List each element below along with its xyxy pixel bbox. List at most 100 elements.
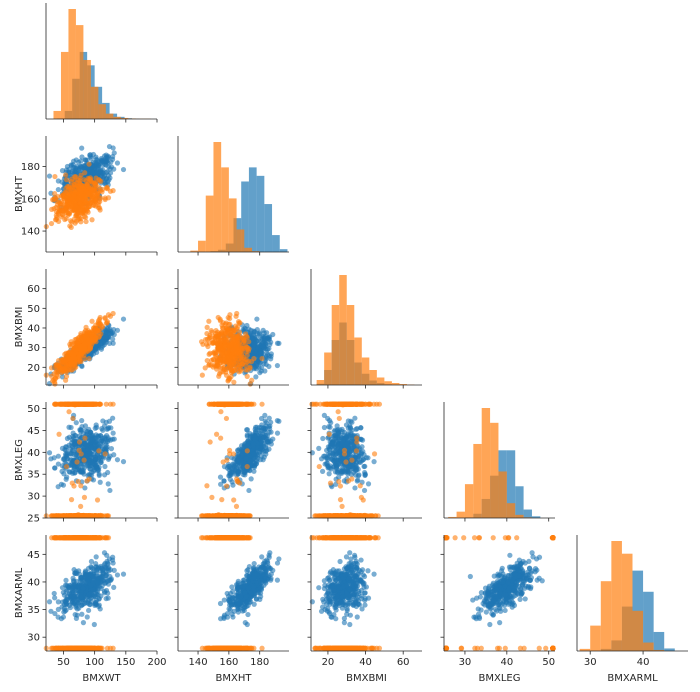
scatter-point-BMXHT-BMXWT-s1-399	[81, 187, 88, 193]
scatter-point-BMXBMI-BMXWT-s1-192	[110, 310, 116, 317]
scatter-point-BMXHT-BMXWT-s1-391	[63, 185, 69, 191]
scatter-point-BMXLEG-BMXBMI-s0-419	[347, 451, 353, 458]
scatter-point-BMXLEG-BMXHT-s1-299	[213, 431, 220, 437]
scatter-point-BMXHT-BMXWT-s1-353	[52, 173, 58, 180]
scatter-point-BMXBMI-BMXHT-s1-404	[226, 331, 232, 337]
scatter-point-BMXHT-BMXWT-s1-408	[77, 192, 84, 198]
scatter-point-BMXBMI-BMXHT-s1-340	[210, 364, 216, 370]
scatter-point-BMXBMI-BMXWT-s0-177	[110, 340, 116, 346]
scatter-point-BMXHT-BMXWT-s0-373	[104, 158, 110, 164]
hist-bar-BMXBMI-s1-8	[376, 377, 385, 385]
scatter-point-BMXLEG-BMXWT-s1-396	[76, 447, 82, 453]
scatter-point-BMXLEG-BMXWT-s0-261	[59, 468, 65, 474]
scatter-point-BMXLEG-BMXBMI-s0-417	[329, 441, 335, 447]
scatter-point-BMXLEG-BMXBMI-s0-347	[339, 426, 345, 432]
scatter-point-BMXHT-BMXWT-s0-316	[109, 156, 116, 162]
scatter-point-BMXHT-BMXWT-s0-165	[107, 170, 114, 176]
scatter-point-BMXBMI-BMXWT-s1-393	[74, 340, 80, 346]
scatter-point-BMXBMI-BMXHT-s1-419	[235, 338, 241, 344]
scatter-point-BMXLEG-BMXWT-s0-354	[107, 453, 113, 459]
scatter-point-BMXBMI-BMXWT-s1-77	[86, 355, 92, 362]
scatter-point-BMXLEG-BMXWT-s1-419	[88, 401, 94, 407]
scatter-point-BMXBMI-BMXWT-s1-378	[99, 324, 106, 330]
scatter-point-BMXLEG-BMXBMI-s0-262	[316, 445, 322, 451]
scatter-point-BMXHT-BMXWT-s1-389	[63, 195, 69, 201]
scatter-point-BMXLEG-BMXHT-s0-407	[229, 466, 235, 472]
scatter-point-BMXLEG-BMXBMI-s0-378	[345, 471, 351, 477]
scatter-point-BMXBMI-BMXHT-s1-390	[218, 338, 225, 344]
scatter-point-BMXHT-BMXWT-s0-232	[87, 152, 93, 158]
scatter-point-BMXLEG-BMXWT-s1-387	[63, 401, 69, 407]
scatter-point-BMXBMI-BMXWT-s1-337	[82, 356, 88, 362]
scatter-point-BMXLEG-BMXWT-s1-415	[72, 401, 78, 407]
scatter-point-BMXHT-BMXWT-s0-177	[110, 145, 116, 151]
scatter-point-BMXHT-BMXWT-s0-0	[120, 166, 127, 173]
scatter-point-BMXBMI-BMXWT-s1-407	[92, 326, 99, 332]
scatter-point-BMXHT-BMXWT-s1-192	[110, 188, 116, 194]
scatter-point-BMXBMI-BMXWT-s1-403	[68, 367, 74, 373]
scatter-point-BMXHT-BMXWT-s1-418	[85, 192, 91, 198]
scatter-point-BMXBMI-BMXHT-s1-73	[231, 379, 237, 385]
hist-bar-BMXHT-s1-2	[205, 195, 214, 252]
scatter-point-BMXLEG-BMXWT-s1-277	[68, 497, 75, 503]
scatter-point-BMXBMI-BMXHT-s0-203	[268, 351, 274, 357]
y-tick-label: 30	[27, 343, 40, 354]
scatter-point-BMXBMI-BMXWT-s1-389	[63, 362, 69, 368]
scatter-point-BMXLEG-BMXWT-s0-349	[70, 430, 76, 436]
scatter-point-BMXLEG-BMXWT-s1-117	[63, 463, 70, 470]
scatter-point-BMXHT-BMXWT-s1-402	[85, 209, 91, 215]
scatter-point-BMXLEG-BMXWT-s1-382	[53, 401, 60, 407]
cell-BMXHT-vs-BMXHT	[177, 136, 289, 256]
hist-bar-BMXBMI-s1-7	[369, 370, 377, 385]
scatter-point-BMXLEG-BMXBMI-s0-406	[333, 451, 339, 457]
scatter-point-BMXBMI-BMXWT-s1-397	[98, 331, 104, 337]
scatter-point-BMXLEG-BMXHT-s1-373	[243, 401, 249, 407]
scatter-point-BMXLEG-BMXWT-s0-360	[108, 446, 115, 452]
scatter-point-BMXBMI-BMXWT-s1-241	[104, 320, 110, 326]
scatter-point-BMXBMI-BMXHT-s1-293	[208, 327, 214, 334]
scatter-point-BMXBMI-BMXHT-s0-177	[274, 340, 281, 346]
y-tick-label: 30	[27, 492, 40, 503]
scatter-point-BMXLEG-BMXHT-s1-277	[219, 497, 225, 503]
scatter-point-BMXHT-BMXWT-s1-386	[72, 184, 78, 191]
scatter-point-BMXHT-BMXWT-s1-293	[82, 214, 89, 220]
hist-bar-BMXWT-s1-9	[120, 117, 129, 119]
scatter-point-BMXLEG-BMXWT-s0-141	[68, 424, 74, 431]
scatter-point-BMXHT-BMXWT-s1-236	[83, 218, 89, 225]
scatter-point-BMXBMI-BMXHT-s1-402	[213, 327, 219, 334]
scatter-point-BMXBMI-BMXWT-s1-416	[78, 349, 84, 356]
scatter-point-BMXBMI-BMXHT-s1-192	[234, 310, 240, 317]
y-axis-label-BMXHT: BMXHT	[14, 175, 25, 212]
scatter-point-BMXLEG-BMXHT-s1-138	[207, 439, 213, 445]
scatter-point-BMXLEG-BMXHT-s0-395	[242, 472, 248, 478]
scatter-point-BMXLEG-BMXWT-s1-304	[102, 451, 108, 457]
scatter-point-BMXLEG-BMXWT-s1-306	[78, 483, 84, 489]
scatter-point-BMXLEG-BMXWT-s1-160	[66, 409, 72, 415]
scatter-point-BMXHT-BMXWT-s1-416	[78, 188, 84, 194]
scatter-point-BMXLEG-BMXWT-s1-363	[58, 401, 64, 407]
y-tick-label: 40	[27, 448, 40, 459]
scatter-point-BMXLEG-BMXWT-s1-170	[70, 415, 76, 422]
scatter-point-BMXBMI-BMXWT-s1-304	[102, 315, 108, 322]
scatter-point-BMXBMI-BMXHT-s1-416	[233, 349, 240, 356]
scatter-point-BMXLEG-BMXBMI-s1-110	[327, 480, 334, 486]
scatter-point-BMXLEG-BMXWT-s0-338	[96, 472, 102, 479]
scatter-point-BMXHT-BMXWT-s1-350	[63, 172, 69, 178]
scatter-point-BMXBMI-BMXHT-s1-403	[242, 367, 249, 373]
scatter-point-BMXLEG-BMXWT-s0-410	[88, 444, 95, 450]
scatter-point-BMXHT-BMXWT-s0-394	[83, 157, 89, 163]
hist-bar-BMXHT-s1-1	[198, 240, 206, 252]
scatter-point-BMXHT-BMXWT-s0-261	[59, 179, 65, 185]
scatter-point-BMXHT-BMXWT-s0-313	[55, 186, 61, 193]
scatter-point-BMXBMI-BMXWT-s1-269	[105, 312, 112, 318]
scatter-point-BMXBMI-BMXHT-s0-400	[249, 335, 255, 341]
scatter-point-BMXBMI-BMXHT-s1-412	[204, 357, 210, 364]
hist-bar-BMXHT-s0-6	[256, 175, 265, 252]
hist-bar-BMXWT-s1-7	[105, 113, 114, 119]
scatter-point-BMXHT-BMXWT-s0-242	[103, 152, 109, 158]
scatter-point-BMXLEG-BMXBMI-s1-160	[335, 409, 341, 415]
scatter-point-BMXBMI-BMXHT-s1-387	[217, 357, 224, 363]
scatter-point-BMXLEG-BMXWT-s0-309	[52, 465, 58, 471]
scatter-point-BMXBMI-BMXHT-s1-373	[243, 349, 249, 355]
hist-bar-BMXBMI-s1-6	[361, 357, 370, 385]
